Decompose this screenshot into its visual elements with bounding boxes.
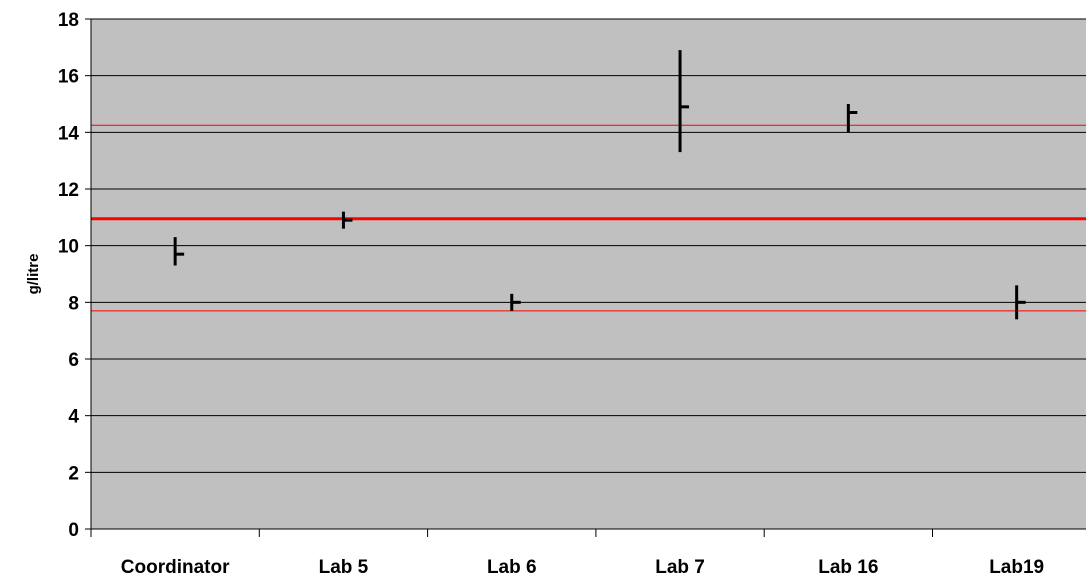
x-tick-label: Lab 7 (655, 557, 705, 578)
x-tick-label: Lab 6 (487, 557, 537, 578)
y-axis-label: g/litre (25, 254, 42, 295)
x-tick-label: Lab19 (989, 557, 1044, 578)
x-tick-label: Lab 16 (818, 557, 878, 578)
y-tick-label: 2 (68, 463, 79, 484)
reference-lines (91, 124, 1086, 312)
y-tick-label: 14 (58, 123, 80, 144)
x-tick-label: Coordinator (121, 557, 230, 578)
tick-labels: 0 2 4 6 8 10 12 14 16 18 Coordinator Lab 5 Lab 6 Lab … (58, 10, 1044, 578)
y-tick-label: 6 (68, 350, 79, 371)
y-tick-label: 0 (68, 520, 79, 541)
y-tick-label: 8 (68, 293, 79, 314)
y-tick-label: 10 (58, 237, 79, 258)
y-tick-label: 16 (58, 67, 79, 88)
data-marks (173, 50, 1026, 320)
plot-area (91, 19, 1086, 529)
axes (85, 18, 1086, 537)
y-tick-label: 4 (68, 407, 79, 428)
gridlines (91, 18, 1086, 473)
y-tick-label: 12 (58, 180, 79, 201)
x-tick-label: Lab 5 (319, 557, 369, 578)
y-tick-label: 18 (58, 10, 79, 31)
